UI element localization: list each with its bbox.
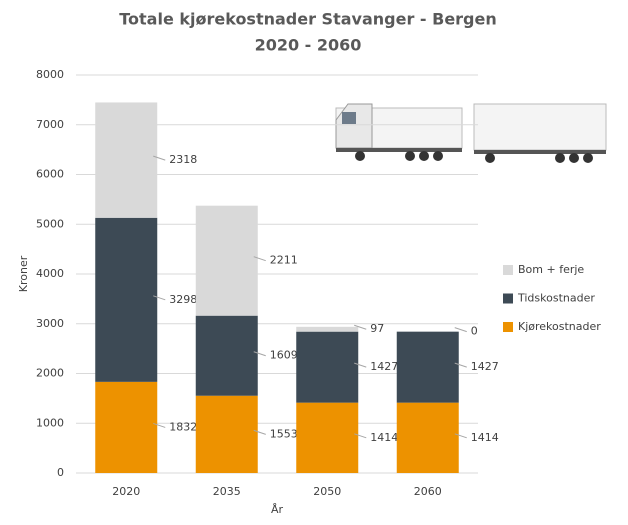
bar-segment bbox=[397, 403, 459, 473]
chart: Totale kjørekostnader Stavanger - Bergen… bbox=[0, 0, 628, 521]
y-tick-label: 4000 bbox=[36, 267, 64, 280]
y-axis-label: Kroner bbox=[17, 255, 30, 292]
data-label: 1832 bbox=[169, 420, 197, 433]
x-tick-label: 2020 bbox=[112, 485, 140, 498]
y-tick-label: 0 bbox=[57, 466, 64, 479]
chart-subtitle: 2020 - 2060 bbox=[255, 36, 362, 55]
x-tick-label: 2050 bbox=[313, 485, 341, 498]
data-label: 97 bbox=[370, 322, 384, 335]
data-label: 1414 bbox=[370, 431, 398, 444]
legend-label: Kjørekostnader bbox=[518, 320, 601, 333]
bar-segment bbox=[196, 396, 258, 473]
bar-segment bbox=[296, 403, 358, 473]
data-label: 0 bbox=[471, 325, 478, 338]
bar-segment bbox=[95, 382, 157, 473]
legend-label: Tidskostnader bbox=[517, 292, 595, 305]
y-tick-label: 5000 bbox=[36, 217, 64, 230]
legend-swatch bbox=[503, 265, 513, 275]
bar-segment bbox=[397, 332, 459, 403]
legend-swatch bbox=[503, 294, 513, 304]
bar-segment bbox=[196, 206, 258, 316]
bar-segment bbox=[296, 327, 358, 332]
x-tick-label: 2035 bbox=[213, 485, 241, 498]
bar-segment bbox=[296, 332, 358, 403]
data-label: 1553 bbox=[270, 427, 298, 440]
data-label: 3298 bbox=[169, 293, 197, 306]
y-tick-label: 7000 bbox=[36, 118, 64, 131]
truck-illustration bbox=[336, 104, 606, 163]
data-label: 1609 bbox=[270, 349, 298, 362]
data-label: 1427 bbox=[370, 360, 398, 373]
y-tick-label: 8000 bbox=[36, 68, 64, 81]
leader-line bbox=[455, 328, 467, 332]
x-axis-label: År bbox=[271, 503, 284, 516]
x-tick-label: 2060 bbox=[414, 485, 442, 498]
data-label: 1427 bbox=[471, 360, 499, 373]
legend-swatch bbox=[503, 322, 513, 332]
y-tick-label: 6000 bbox=[36, 168, 64, 181]
y-tick-label: 3000 bbox=[36, 317, 64, 330]
y-tick-label: 1000 bbox=[36, 416, 64, 429]
data-label: 2211 bbox=[270, 254, 298, 267]
bar-segment bbox=[95, 102, 157, 217]
data-label: 2318 bbox=[169, 153, 197, 166]
bar-segment bbox=[196, 316, 258, 396]
data-label: 1414 bbox=[471, 431, 499, 444]
chart-title: Totale kjørekostnader Stavanger - Bergen bbox=[119, 10, 497, 29]
legend-label: Bom + ferje bbox=[518, 263, 584, 276]
y-tick-label: 2000 bbox=[36, 367, 64, 380]
bar-segment bbox=[95, 218, 157, 382]
